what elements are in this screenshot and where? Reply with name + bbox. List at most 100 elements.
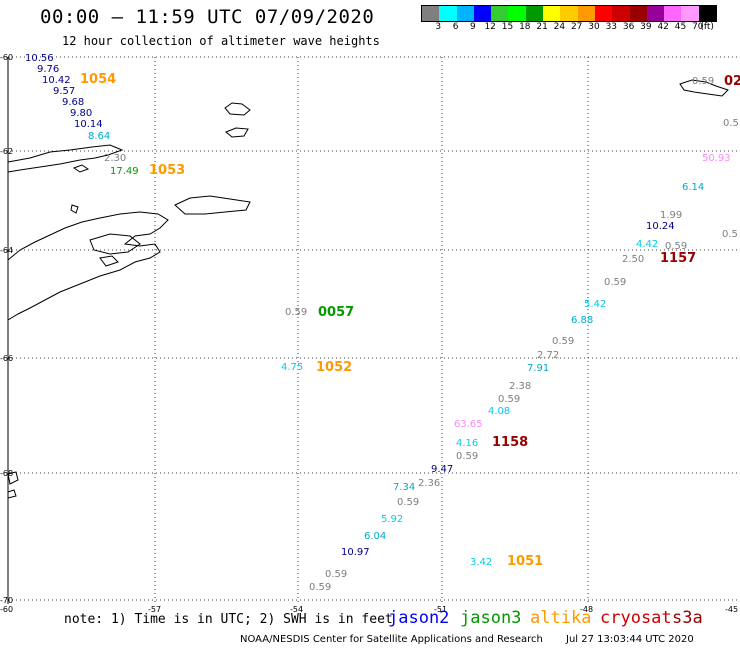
wave-height-label: 6.88	[571, 315, 593, 326]
island-small-7	[7, 489, 17, 499]
wave-height-label: 10.24	[646, 221, 675, 232]
wave-height-label: 0.5	[723, 118, 739, 129]
wave-height-label: 7.91	[527, 363, 549, 374]
wave-height-label: 7.34	[393, 482, 415, 493]
south-orkney-islands	[679, 79, 729, 97]
lat-label-62: -62	[0, 147, 13, 156]
wave-height-label: 3.42	[470, 557, 492, 568]
scale-swatch	[577, 6, 595, 21]
wave-height-label: 9.80	[70, 108, 92, 119]
scale-swatch	[664, 6, 682, 21]
scale-swatch	[491, 6, 509, 21]
wave-height-label: 10.42	[42, 75, 71, 86]
wave-height-label: 2.38	[509, 381, 531, 392]
scale-swatch	[646, 6, 665, 21]
island-small-6	[7, 471, 19, 485]
wave-height-label: 5.42	[584, 299, 606, 310]
axis-tick-labels: -60 -62 -64 -66 -68 -70 -60 -57 -54 -51 …	[0, 53, 738, 614]
pass-time-label: 1053	[149, 163, 185, 178]
footer-note: note: 1) Time is in UTC; 2) SWH is in fe…	[64, 612, 393, 627]
wave-height-label: 9.47	[431, 464, 453, 475]
scale-swatch	[612, 6, 630, 21]
island-small-5	[99, 255, 119, 267]
page-title: 00:00 – 11:59 UTC 07/09/2020	[40, 6, 375, 28]
wave-height-label: 0.59	[498, 394, 520, 405]
pass-time-label: 0057	[318, 305, 354, 320]
wave-height-label: 0.59	[456, 451, 478, 462]
page-subtitle: 12 hour collection of altimeter wave hei…	[62, 34, 380, 48]
scale-swatch	[629, 6, 647, 21]
island-small-3	[224, 102, 251, 116]
scale-swatch	[594, 6, 613, 21]
scale-label: 42	[657, 22, 669, 32]
wave-height-label: 17.49	[110, 166, 139, 177]
scale-label: (ft)	[700, 22, 714, 32]
pass-time-label: 1052	[316, 360, 352, 375]
scale-label: 33	[605, 22, 618, 32]
wave-height-label: 2.30	[104, 153, 126, 164]
wave-height-label: 8.64	[88, 131, 110, 142]
wave-height-label: 0.59	[309, 582, 331, 593]
lon-label-51: -51	[434, 605, 447, 614]
scale-swatch	[456, 6, 474, 21]
scale-label: 39	[640, 22, 652, 32]
wave-height-label: 6.04	[364, 531, 386, 542]
scale-label: 36	[622, 22, 635, 32]
scale-swatch	[508, 6, 526, 21]
scale-swatch	[422, 6, 440, 21]
island-small-1	[72, 164, 90, 173]
pass-time-label: 1158	[492, 435, 528, 450]
wave-height-label: 0.59	[285, 307, 307, 318]
lon-label-57: -57	[148, 605, 161, 614]
wave-height-label: 5.92	[381, 514, 403, 525]
scale-label: 70	[692, 22, 704, 32]
wave-height-label: 9.76	[37, 64, 59, 75]
wave-height-label: 0.59	[692, 76, 714, 87]
satellite-legend-jason3: jason3	[460, 608, 522, 628]
satellite-legend-altika: altika	[530, 608, 592, 628]
scale-label: 24	[553, 22, 566, 32]
wave-height-label: 9.57	[53, 86, 75, 97]
wave-height-label: 1.99	[660, 210, 682, 221]
wave-height-label: 10.56	[25, 53, 54, 64]
wave-height-label: 2.36	[418, 478, 440, 489]
wave-height-label: 0.59	[552, 336, 574, 347]
lon-label-54: -54	[290, 605, 303, 614]
wave-height-label: 9.68	[62, 97, 84, 108]
color-scale-bar	[421, 5, 718, 22]
lat-label-68: -68	[0, 469, 13, 478]
scale-label: 15	[501, 22, 514, 32]
wave-height-label: 0.59	[325, 569, 347, 580]
wave-height-label: 6.14	[682, 182, 704, 193]
scale-swatch	[560, 6, 578, 21]
scale-swatch	[439, 6, 457, 21]
lon-label-60: -60	[0, 605, 13, 614]
lat-label-60: -60	[0, 53, 13, 62]
scale-swatch	[543, 6, 561, 21]
lon-label-48: -48	[580, 605, 593, 614]
scale-swatch	[525, 6, 544, 21]
scale-swatch	[698, 6, 717, 21]
scale-label: 6	[452, 22, 459, 32]
satellite-legend-cryosat: cryosat	[600, 608, 672, 628]
scale-swatch	[681, 6, 699, 21]
island-small-2	[70, 204, 79, 214]
credit-line: NOAA/NESDIS Center for Satellite Applica…	[240, 634, 543, 645]
satellite-legend-s3a: s3a	[672, 608, 703, 628]
pass-time-label: 1051	[507, 554, 543, 569]
wave-height-label: 0.5	[722, 229, 738, 240]
wave-height-label: 0.59	[604, 277, 626, 288]
lon-label-45: -45	[725, 605, 738, 614]
wave-height-label: 10.97	[341, 547, 370, 558]
island-small-4	[225, 127, 249, 138]
wave-height-label: 4.42	[636, 239, 658, 250]
scale-label: 3	[435, 22, 442, 32]
antarctic-peninsula	[7, 211, 169, 321]
wave-height-label: 0.59	[665, 241, 687, 252]
wave-height-label: 2.50	[622, 254, 644, 265]
scale-label: 9	[470, 22, 476, 32]
lat-label-70: -70	[0, 596, 13, 605]
scale-swatch	[473, 6, 492, 21]
